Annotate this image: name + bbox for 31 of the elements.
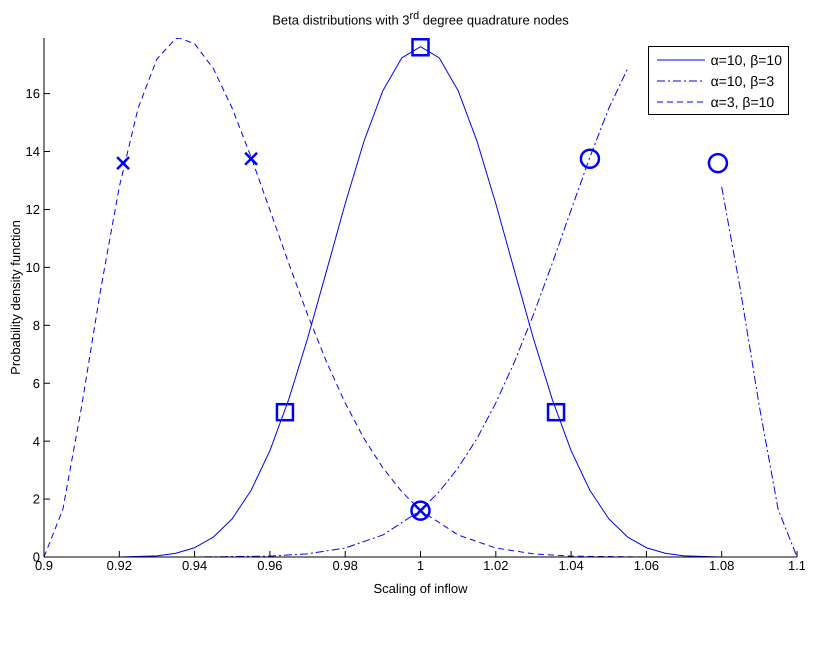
x-tick-label: 0.92 <box>106 558 132 574</box>
point <box>116 156 130 170</box>
point <box>244 152 258 166</box>
y-tick-label: 16 <box>26 86 40 102</box>
y-tick-label: 6 <box>32 376 40 391</box>
y-axis-title: Probability density function <box>8 220 23 375</box>
y-tick-label: 8 <box>32 318 40 333</box>
x-tick-label: 1.08 <box>709 558 734 574</box>
y-tick-label: 4 <box>32 434 40 449</box>
y-tick-label: 14 <box>26 144 40 160</box>
x-tick-label: 1.02 <box>483 558 508 574</box>
point <box>276 402 294 422</box>
x-tick-label: 1.04 <box>558 558 584 574</box>
x-tick-label: 1 <box>416 558 424 574</box>
y-tick-label: 10 <box>26 260 40 275</box>
legend-label: α=10, β=3 <box>710 72 774 88</box>
x-axis-title: Scaling of inflow <box>374 581 468 596</box>
x-tick-label: 0.98 <box>332 558 358 574</box>
point <box>411 38 430 57</box>
point <box>546 402 566 422</box>
y-tick-label: 2 <box>32 492 40 507</box>
x-tick-label: 1.1 <box>788 558 806 574</box>
legend-label: α=10, β=10 <box>710 52 782 68</box>
point <box>580 148 600 170</box>
legend-label: α=3, β=10 <box>710 94 774 110</box>
chart-title: Beta distributions with 3$^{rd}$ degree quadrature nodes <box>271 10 570 28</box>
x-tick-label: 1.06 <box>634 558 660 574</box>
point <box>708 152 728 174</box>
y-tick-label: 12 <box>26 202 40 218</box>
x-tick-label: 0.94 <box>182 558 208 574</box>
x-tick-label: 0.96 <box>257 558 283 574</box>
